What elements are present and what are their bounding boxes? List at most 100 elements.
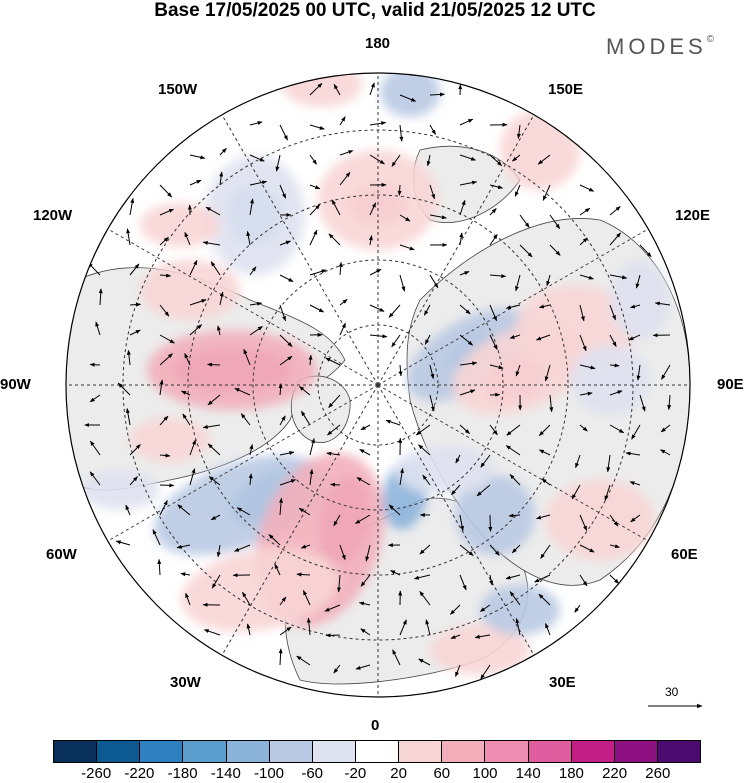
wind-vector-arrow [309, 304, 325, 313]
colorbar-tick-label: -140 [210, 765, 241, 782]
wind-vector-arrow [505, 574, 521, 580]
wind-vector-arrow [542, 184, 551, 201]
wind-vector-arrow [391, 154, 401, 167]
colorbar-swatch [571, 741, 615, 762]
wind-vector-arrow [339, 116, 346, 126]
meridian-line [221, 114, 379, 386]
wind-vector-arrow [182, 413, 191, 426]
wind-vector-arrow [309, 204, 321, 216]
wind-vector-arrow [506, 424, 521, 436]
wind-vector-arrow [515, 618, 521, 636]
wind-vector-arrow [459, 574, 467, 591]
wind-vector-arrow [300, 544, 311, 549]
wind-vector-arrow [631, 424, 641, 440]
wind-vector-arrow [399, 244, 415, 251]
wind-vector-arrow [459, 424, 470, 434]
map-boundary-circle [65, 72, 691, 698]
wind-vector-arrow [309, 468, 314, 486]
wind-vector-arrow [459, 304, 471, 315]
wind-vector-arrow [515, 364, 521, 377]
wind-vector-arrow [159, 453, 171, 458]
wind-vector-arrow [219, 171, 224, 186]
reference-vector-label: 30 [665, 685, 679, 699]
wind-vector-arrow [579, 207, 591, 216]
wind-vector-arrow [609, 390, 623, 396]
wind-vector-arrow [419, 544, 431, 555]
colorbar-tick-label: -100 [253, 765, 285, 782]
wind-vector-arrow [369, 202, 377, 216]
wind-vector-arrow [326, 451, 341, 456]
wind-vector-arrow [630, 514, 641, 523]
wind-vector-arrow [369, 268, 382, 276]
wind-vector-arrow [339, 544, 346, 561]
wind-vector-arrow [339, 150, 354, 156]
wind-vector-arrow [609, 574, 620, 584]
wind-vector-arrow [545, 623, 551, 636]
wind-vector-arrow [459, 180, 478, 186]
wind-vector-arrow [540, 544, 551, 559]
wind-vector-arrow [489, 304, 498, 322]
wind-vector-arrow [429, 92, 445, 97]
wind-vector-arrow [609, 304, 616, 321]
wind-vector-arrow [519, 244, 533, 258]
wind-vector-arrow [360, 424, 371, 431]
wind-vector-arrow [399, 619, 407, 636]
wind-vector-arrow [489, 544, 500, 556]
wind-vector-arrow [278, 648, 283, 666]
wind-vector-arrow [429, 184, 436, 200]
wind-vector-arrow [604, 484, 611, 501]
wind-vector-arrow [459, 544, 474, 556]
wind-vector-arrow [476, 484, 491, 497]
wind-vector-arrow [579, 184, 595, 192]
colorbar-tick-label: 140 [515, 765, 541, 782]
lon-label-0: 0 [371, 717, 380, 734]
graticule-layer [66, 73, 690, 697]
colorbar-swatch [97, 741, 141, 762]
wind-vector-arrow [579, 274, 594, 280]
anomaly-blob [570, 345, 650, 415]
meridian-line [107, 228, 379, 386]
wind-vector-arrow [309, 82, 323, 96]
wind-vector-arrow [309, 154, 318, 165]
wind-vector-arrow [189, 179, 202, 186]
wind-vector-arrow [571, 484, 581, 500]
wind-vector-arrow [423, 304, 431, 316]
wind-vector-arrow [451, 484, 461, 496]
wind-vector-arrow [279, 240, 291, 246]
wind-vector-arrow [327, 424, 341, 436]
wind-vector-arrow [210, 514, 221, 521]
wind-vector-arrow [418, 444, 431, 456]
wind-vector-arrow [184, 353, 191, 366]
wind-vector-arrow [365, 544, 371, 562]
wind-vector-arrow [575, 454, 581, 469]
wind-vector-arrow [356, 477, 371, 486]
wind-vector-arrow [579, 424, 588, 432]
wind-vector-arrow [274, 563, 281, 576]
wind-vector-arrow [398, 364, 403, 377]
lon-label-180: 180 [365, 35, 391, 52]
wind-vector-arrow [654, 301, 671, 306]
meridian-line [107, 384, 379, 542]
wind-vector-arrow [368, 235, 373, 246]
wind-vector-arrow [450, 604, 461, 615]
wind-vector-arrow [339, 171, 351, 186]
map-title: Base 17/05/2025 00 UTC, valid 21/05/2025… [154, 0, 596, 21]
wind-vector-arrow [159, 353, 173, 366]
wind-vector-arrow [330, 482, 341, 487]
wind-vector-arrow [279, 304, 286, 322]
wind-vector-arrow [459, 361, 478, 366]
wind-vector-arrow [333, 664, 341, 674]
wind-vector-arrow [159, 483, 175, 488]
wind-vector-arrow [489, 574, 494, 586]
wind-vector-arrow [359, 448, 371, 456]
wind-vector-arrow [325, 357, 341, 366]
colorbar-swatch [614, 741, 658, 762]
wind-vector-arrow [339, 299, 348, 306]
wind-vector-arrow [450, 634, 461, 639]
wind-vector-arrow [189, 439, 196, 456]
wind-vector-arrow [535, 334, 551, 341]
colorbar-tick-label: 260 [645, 765, 671, 782]
wind-vector-arrow [129, 329, 141, 336]
wind-vector-arrow [479, 604, 491, 612]
wind-vector-arrow [661, 364, 671, 380]
